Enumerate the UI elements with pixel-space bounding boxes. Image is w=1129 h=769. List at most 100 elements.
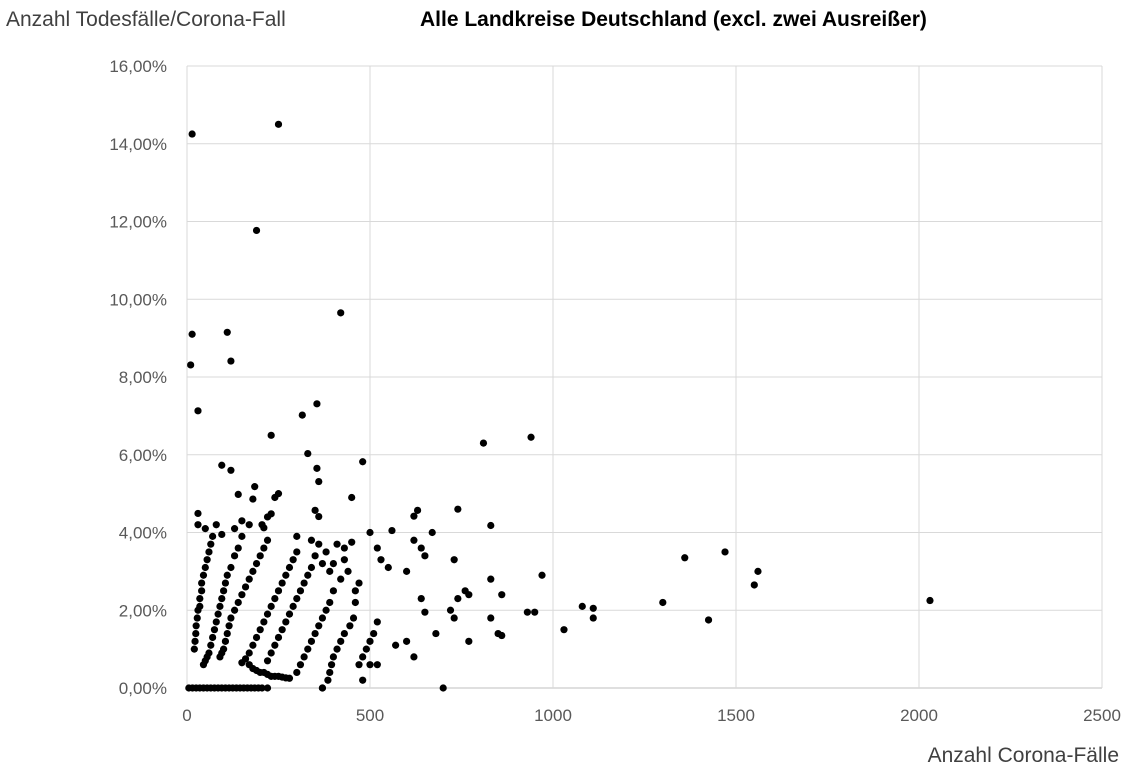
data-point	[203, 556, 211, 564]
data-point	[681, 554, 689, 562]
data-point	[454, 505, 462, 513]
data-point	[234, 544, 242, 552]
data-point	[230, 606, 239, 614]
data-point	[210, 626, 219, 634]
y-tick-label: 12,00%	[109, 213, 167, 232]
data-point	[194, 407, 202, 415]
data-point	[313, 464, 321, 472]
data-point	[238, 532, 246, 540]
data-point	[289, 602, 297, 610]
y-axis-label: Anzahl Todesfälle/Corona-Fall	[6, 8, 286, 31]
data-point	[227, 563, 235, 572]
data-point	[227, 357, 235, 365]
data-point	[271, 641, 279, 649]
data-point	[293, 532, 301, 540]
data-point	[659, 598, 667, 607]
data-point	[304, 645, 312, 653]
data-point	[188, 130, 196, 138]
data-point	[227, 614, 235, 622]
y-tick-label: 10,00%	[109, 290, 167, 309]
data-point	[278, 579, 286, 587]
data-point	[366, 528, 374, 537]
data-point	[311, 629, 319, 638]
data-point	[274, 120, 283, 128]
data-point	[205, 548, 213, 556]
data-point	[498, 631, 506, 640]
data-point	[589, 614, 597, 622]
data-point	[221, 579, 230, 587]
data-point	[300, 653, 308, 661]
data-point	[212, 521, 220, 529]
data-point	[403, 567, 411, 575]
data-point	[450, 614, 458, 622]
chart-title: Alle Landkreise Deutschland (excl. zwei …	[420, 8, 927, 31]
data-point	[212, 618, 220, 626]
data-point	[238, 517, 246, 525]
data-point	[271, 493, 279, 502]
data-point	[234, 598, 242, 607]
data-point	[340, 556, 348, 564]
data-point	[487, 614, 495, 622]
x-tick-label: 2000	[900, 706, 938, 725]
y-tick-label: 14,00%	[109, 135, 167, 154]
data-point	[201, 525, 209, 533]
data-point	[384, 563, 392, 572]
data-point	[318, 614, 327, 622]
data-point	[337, 575, 345, 583]
data-point	[410, 653, 418, 661]
data-point	[198, 579, 206, 587]
data-point	[450, 556, 458, 564]
data-point	[413, 506, 422, 514]
data-point	[560, 626, 568, 634]
data-point	[188, 330, 196, 338]
data-point	[351, 587, 359, 595]
data-point	[926, 596, 934, 605]
data-point	[209, 633, 217, 642]
data-point	[238, 659, 246, 667]
x-tick-label: 2500	[1083, 706, 1121, 725]
data-point	[225, 622, 233, 630]
data-point	[278, 626, 286, 634]
data-point	[216, 653, 224, 661]
data-point	[296, 661, 305, 669]
data-point	[329, 560, 337, 568]
x-tick-label: 1000	[534, 706, 572, 725]
data-point	[196, 594, 204, 603]
data-point	[271, 594, 279, 603]
data-point	[207, 540, 215, 548]
data-point	[388, 526, 396, 535]
data-point	[315, 540, 323, 548]
data-point	[324, 676, 332, 684]
data-point	[245, 521, 253, 529]
data-point	[260, 524, 268, 532]
data-point	[454, 594, 462, 603]
data-point	[366, 637, 374, 645]
data-point	[498, 591, 506, 599]
data-point	[351, 598, 359, 607]
data-point	[313, 400, 321, 408]
data-point	[263, 513, 272, 521]
data-point	[245, 575, 253, 583]
data-point	[296, 587, 305, 595]
data-point	[251, 483, 259, 491]
data-point	[293, 548, 301, 556]
data-point	[304, 571, 312, 579]
data-point	[230, 525, 239, 533]
data-point	[307, 536, 316, 544]
data-point	[249, 495, 257, 503]
data-point	[479, 439, 488, 447]
data-point	[326, 598, 334, 607]
data-point	[704, 616, 713, 624]
data-point	[487, 575, 495, 583]
data-point	[322, 606, 330, 614]
data-point	[359, 676, 367, 684]
data-point	[274, 633, 283, 642]
data-point	[307, 563, 316, 572]
data-point	[234, 490, 242, 499]
data-point	[252, 633, 261, 642]
data-point	[207, 641, 215, 649]
data-point	[293, 668, 301, 677]
data-point	[465, 591, 473, 599]
data-point	[315, 512, 323, 521]
data-point	[282, 571, 290, 579]
